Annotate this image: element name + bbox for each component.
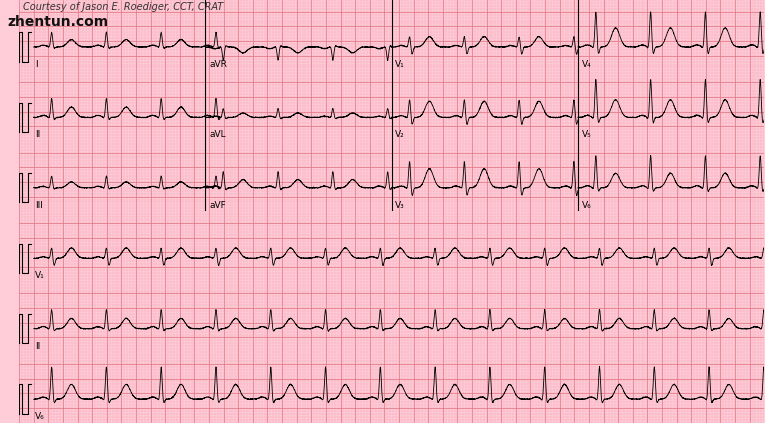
Text: I: I	[35, 60, 37, 69]
Text: V₆: V₆	[581, 201, 591, 210]
Text: V₄: V₄	[581, 60, 591, 69]
Text: V₁: V₁	[35, 271, 45, 280]
Text: II: II	[35, 342, 41, 351]
Text: V₃: V₃	[396, 201, 405, 210]
Text: zhentun.com: zhentun.com	[8, 15, 109, 29]
Text: V₂: V₂	[396, 130, 405, 140]
Text: V₆: V₆	[35, 412, 45, 421]
Text: V₁: V₁	[396, 60, 405, 69]
Text: V₅: V₅	[581, 130, 591, 140]
Text: III: III	[35, 201, 43, 210]
Text: aVF: aVF	[209, 201, 226, 210]
Text: aVR: aVR	[209, 60, 227, 69]
Text: II: II	[35, 130, 41, 140]
Text: aVL: aVL	[209, 130, 226, 140]
Text: Courtesy of Jason E. Roediger, CCT, CRAT: Courtesy of Jason E. Roediger, CCT, CRAT	[23, 2, 223, 12]
